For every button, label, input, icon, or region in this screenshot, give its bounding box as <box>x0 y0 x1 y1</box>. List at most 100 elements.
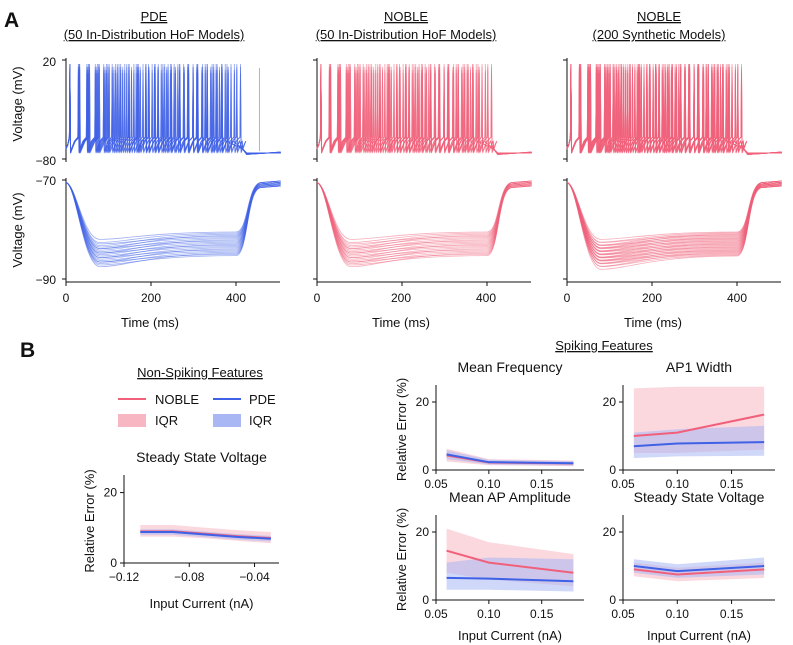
legend-pde-iqr-label: IQR <box>249 413 272 428</box>
legend-noble-label: NOBLE <box>155 392 199 407</box>
x-tick-label: 0.10 <box>666 477 690 491</box>
col2-xtick-200: 200 <box>391 291 411 305</box>
spike-trace <box>566 72 782 155</box>
top-ytick-minus80: −80 <box>36 154 57 168</box>
pde-line <box>633 565 765 573</box>
bottom-ytick-minus90: −90 <box>36 273 57 287</box>
y-tick-label: 20 <box>603 395 617 409</box>
col2-title: NOBLE (50 In-Distribution HoF Models) <box>316 9 497 42</box>
pde-line <box>446 453 574 465</box>
trace-column-2 <box>313 58 532 286</box>
chart-title: Mean AP Amplitude <box>449 489 571 505</box>
trace-column-1 <box>62 58 281 286</box>
y-tick-label: 20 <box>416 395 430 409</box>
pde-iqr-band <box>446 450 574 466</box>
legend-pde-iqr-swatch <box>213 414 241 427</box>
legend-pde-label: PDE <box>249 392 276 407</box>
col3-title-line2: (200 Synthetic Models) <box>593 27 726 42</box>
col3-xlabel: Time (ms) <box>624 315 682 330</box>
spike-trace <box>566 69 782 155</box>
spiking-heading: Spiking Features <box>555 338 653 353</box>
legend-noble-iqr-label: IQR <box>155 413 178 428</box>
chart-title: Steady State Voltage <box>136 449 267 465</box>
y-axis-label: Relative Error (%) <box>82 469 97 572</box>
pde-iqr-band <box>446 557 574 592</box>
nonspiking-heading: Non-Spiking Features <box>137 365 263 380</box>
col1-xtick-0: 0 <box>63 291 70 305</box>
x-axis-label: Input Current (nA) <box>647 628 751 643</box>
chart-title: Steady State Voltage <box>634 489 765 505</box>
x-tick-label: 0.10 <box>477 607 501 621</box>
spike-trace <box>316 66 532 155</box>
spike-trace <box>566 66 782 155</box>
pde-line <box>633 441 765 448</box>
error-chart-1: Steady State Voltage 0 20 −0.12 −0.08 −0.04 Re… <box>82 449 279 611</box>
col2-title-line1: NOBLE <box>384 9 428 24</box>
y-tick-label: 20 <box>603 525 617 539</box>
spike-trace <box>65 66 281 155</box>
y-tick-label: 0 <box>422 593 429 607</box>
x-tick-label: 0.10 <box>666 607 690 621</box>
x-tick-label: 0.10 <box>477 477 501 491</box>
spike-trace <box>316 69 532 155</box>
col2-title-line2: (50 In-Distribution HoF Models) <box>316 27 497 42</box>
x-tick-label: −0.08 <box>174 570 205 584</box>
col1-title-line1: PDE <box>141 9 168 24</box>
x-tick-label: 0.15 <box>720 477 744 491</box>
hyperpol-trace <box>566 181 782 270</box>
x-axis-label: Input Current (nA) <box>149 596 253 611</box>
panel-b-letter: B <box>20 339 35 362</box>
top-ylabel: Voltage (mV) <box>10 66 25 141</box>
x-axis-label: Input Current (nA) <box>458 628 562 643</box>
spike-trace <box>65 72 281 155</box>
y-tick-label: 0 <box>609 593 616 607</box>
col2-xtick-400: 400 <box>476 291 496 305</box>
col1-xlabel: Time (ms) <box>121 315 179 330</box>
noble-line <box>633 413 765 437</box>
spike-trace <box>316 72 532 155</box>
bottom-ytick-minus70: −70 <box>36 174 57 188</box>
voltage-traces <box>62 58 782 286</box>
x-tick-label: 0.15 <box>720 607 744 621</box>
y-tick-label: 0 <box>609 463 616 477</box>
y-tick-label: 20 <box>416 525 430 539</box>
chart-title: Mean Frequency <box>457 359 562 375</box>
x-tick-label: 0.05 <box>611 477 635 491</box>
col2-xlabel: Time (ms) <box>372 315 430 330</box>
spike-trace <box>566 66 782 154</box>
panel-a-letter: A <box>4 9 19 32</box>
bottom-ylabel: Voltage (mV) <box>10 192 25 267</box>
spike-trace <box>65 63 281 154</box>
col3-xticks: 0 200 400 Time (ms) <box>564 291 748 330</box>
col1-xtick-200: 200 <box>141 291 161 305</box>
error-charts: Steady State Voltage 0 20 −0.12 −0.08 −0.04 Re… <box>82 359 775 643</box>
x-tick-label: −0.04 <box>239 570 270 584</box>
spike-trace <box>316 63 532 154</box>
legend-noble-iqr-swatch <box>118 414 146 427</box>
error-chart-2: Mean Frequency 0 20 0.05 0.10 0.15 Relative Er… <box>394 359 584 491</box>
y-axis-label: Relative Error (%) <box>394 508 409 611</box>
legend: NOBLE PDE IQR IQR <box>118 392 276 428</box>
error-chart-3: AP1 Width 0 20 0.05 0.10 0.15 <box>603 359 775 491</box>
x-tick-label: −0.12 <box>109 570 140 584</box>
col1-xtick-400: 400 <box>226 291 246 305</box>
spike-trace <box>65 72 281 154</box>
error-chart-4: Mean AP Amplitude 0 20 0.05 0.10 0.15 Relative… <box>394 489 584 643</box>
x-tick-label: 0.15 <box>530 607 554 621</box>
top-ytick-20: 20 <box>43 55 57 69</box>
noble-line <box>446 549 574 574</box>
x-tick-label: 0.05 <box>611 607 635 621</box>
spike-trace <box>316 72 532 154</box>
col3-xtick-400: 400 <box>727 291 747 305</box>
col3-title-line1: NOBLE <box>637 9 681 24</box>
y-tick-label: 20 <box>104 486 118 500</box>
hyperpol-trace <box>65 181 281 266</box>
col2-xtick-0: 0 <box>314 291 321 305</box>
y-tick-label: 0 <box>422 463 429 477</box>
spike-trace <box>566 63 782 154</box>
col1-title-line2: (50 In-Distribution HoF Models) <box>64 27 245 42</box>
col3-xtick-0: 0 <box>564 291 571 305</box>
pde-line <box>446 576 574 583</box>
pde-line <box>140 531 271 540</box>
